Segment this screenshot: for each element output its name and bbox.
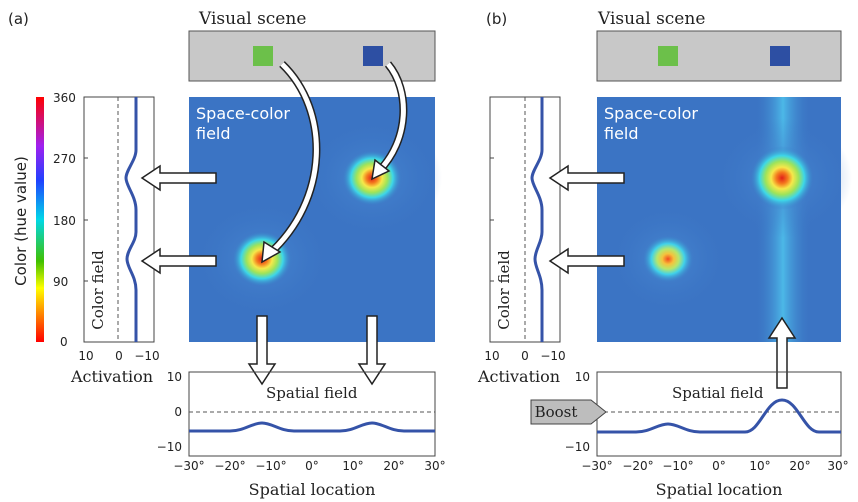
- panel-a-field-title-1: Space-color: [196, 104, 290, 123]
- panel-b-spatial-location-label: Spatial location: [656, 480, 783, 499]
- activation-tick: −10: [540, 349, 565, 363]
- activation-tick-10: 10: [78, 349, 93, 363]
- panel-b-label: (b): [486, 10, 507, 28]
- spatial-y-tick-neg10: −10: [157, 440, 182, 454]
- colorbar: [36, 97, 44, 342]
- panel-b-arrow-project-blue: [548, 164, 625, 192]
- spatial-x-tick: −10°: [255, 459, 286, 473]
- panel-a-spatial-field-label: Spatial field: [266, 384, 358, 402]
- spatial-x-tick: −10°: [662, 459, 693, 473]
- panel-a-arrow-green-to-field: [266, 62, 319, 257]
- activation-tick-0: 0: [115, 349, 123, 363]
- colorbar-label: Color (hue value): [12, 156, 30, 286]
- spatial-x-tick: 10°: [749, 459, 770, 473]
- panel-a-color-field-plot: [83, 96, 155, 343]
- panel-b-visual-scene: [596, 30, 842, 82]
- spatial-x-tick: 30°: [424, 459, 445, 473]
- colorbar-tick-180: 180: [53, 214, 76, 228]
- panel-a-label: (a): [8, 10, 29, 28]
- spatial-x-tick: 30°: [827, 459, 848, 473]
- panel-b-peak-green: [642, 235, 694, 283]
- panel-b-green-square: [658, 46, 678, 66]
- panel-b-spatial-activation-curve: [597, 398, 841, 434]
- panel-a-arrow-blue-to-field: [376, 62, 406, 174]
- colorbar-tick-360: 360: [53, 91, 76, 105]
- panel-b-activation-label: Activation: [477, 367, 560, 386]
- spatial-y-tick: 10: [575, 370, 590, 384]
- panel-a-scene-title: Visual scene: [198, 9, 306, 29]
- spatial-y-tick-0: 0: [174, 405, 182, 419]
- panel-a-color-activation-curve: [124, 97, 138, 342]
- panel-b-arrow-up-boost: [767, 316, 797, 389]
- panel-a-green-square: [253, 46, 273, 66]
- spatial-x-tick: 10°: [342, 459, 363, 473]
- panel-a-activation-label: Activation: [70, 367, 153, 386]
- panel-a-spatial-field-plot: [188, 371, 436, 457]
- colorbar-tick-270: 270: [53, 152, 76, 166]
- activation-tick: 10: [484, 349, 499, 363]
- panel-a: (a) Visual scene Color (hue value) 360 2…: [8, 9, 446, 499]
- boost-label: Boost: [535, 403, 578, 421]
- panel-b-color-field-label: Color field: [495, 250, 513, 330]
- panel-b-field-title-2: field: [604, 124, 639, 143]
- panel-b-arrow-project-green: [548, 247, 625, 275]
- spatial-x-tick: −30°: [173, 459, 204, 473]
- spatial-y-tick: −10: [565, 440, 590, 454]
- panel-a-arrow-project-green: [140, 247, 217, 275]
- spatial-x-tick: −30°: [581, 459, 612, 473]
- panel-a-arrow-down-right: [357, 315, 387, 386]
- panel-a-color-field-label: Color field: [89, 250, 107, 330]
- panel-b: (b) Visual scene Color field 10 0 −10 Ac…: [477, 9, 852, 499]
- panel-b-scene-title: Visual scene: [597, 9, 705, 29]
- panel-a-spatial-location-label: Spatial location: [249, 480, 376, 499]
- panel-a-field-title-2: field: [196, 124, 231, 143]
- boost-tag: [530, 399, 607, 425]
- colorbar-tick-0: 0: [60, 335, 68, 349]
- activation-tick-neg10: −10: [134, 349, 159, 363]
- panel-b-peak-blue: [750, 146, 814, 210]
- panel-a-spatial-activation-curve: [189, 421, 435, 433]
- panel-b-color-activation-curve: [530, 97, 544, 342]
- spatial-x-tick: 0°: [305, 459, 319, 473]
- panel-a-arrow-project-blue: [140, 164, 217, 192]
- spatial-y-tick-10: 10: [167, 370, 182, 384]
- spatial-x-tick: 0°: [712, 459, 726, 473]
- spatial-x-tick: −20°: [214, 459, 245, 473]
- spatial-x-tick: 20°: [383, 459, 404, 473]
- panel-b-field-title-1: Space-color: [604, 104, 698, 123]
- colorbar-tick-90: 90: [53, 275, 68, 289]
- panel-a-arrow-down-left: [247, 315, 277, 386]
- panel-a-blue-square: [363, 46, 383, 66]
- spatial-x-tick: −20°: [622, 459, 653, 473]
- panel-b-spatial-field-label: Spatial field: [672, 384, 764, 402]
- panel-b-blue-square: [770, 46, 790, 66]
- activation-tick: 0: [521, 349, 529, 363]
- spatial-x-tick: 20°: [789, 459, 810, 473]
